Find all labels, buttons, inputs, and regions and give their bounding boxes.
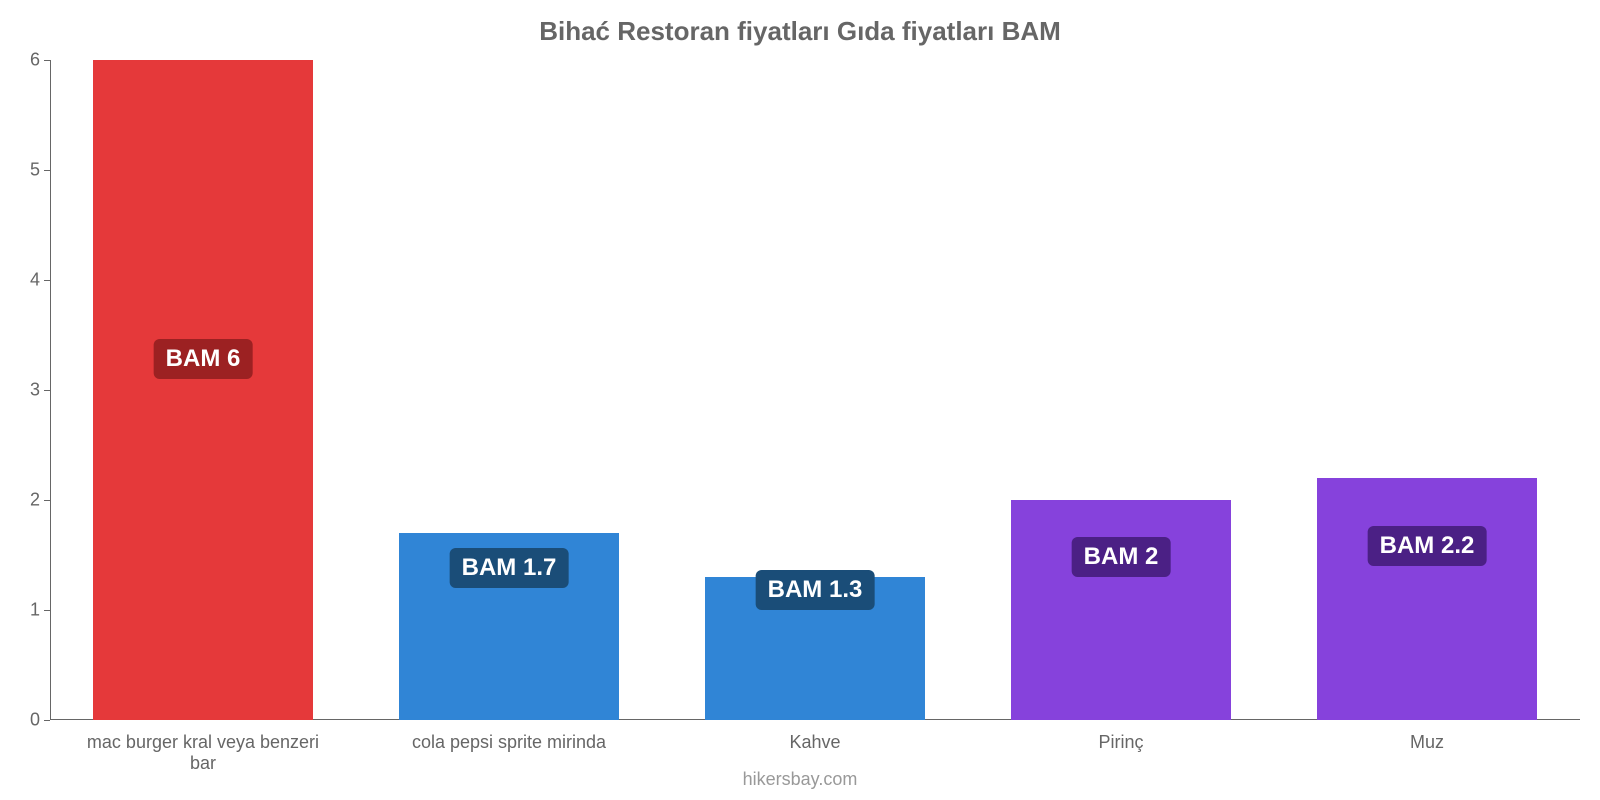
bar bbox=[93, 60, 313, 720]
bar-group: BAM 1.3Kahve bbox=[705, 60, 925, 720]
y-tick-label: 2 bbox=[10, 490, 40, 511]
chart-title: Bihać Restoran fiyatları Gıda fiyatları … bbox=[0, 16, 1600, 47]
bar bbox=[1317, 478, 1537, 720]
x-tick-label: Muz bbox=[1297, 732, 1557, 753]
bar bbox=[1011, 500, 1231, 720]
bar-group: BAM 6mac burger kral veya benzeri bar bbox=[93, 60, 313, 720]
value-badge: BAM 2 bbox=[1072, 537, 1171, 577]
bar-group: BAM 2.2Muz bbox=[1317, 60, 1537, 720]
y-tick-label: 4 bbox=[10, 270, 40, 291]
price-bar-chart: Bihać Restoran fiyatları Gıda fiyatları … bbox=[0, 0, 1600, 800]
bar-group: BAM 2Pirinç bbox=[1011, 60, 1231, 720]
y-tick-label: 0 bbox=[10, 710, 40, 731]
y-tick-label: 3 bbox=[10, 380, 40, 401]
x-tick-label: Pirinç bbox=[991, 732, 1251, 753]
bars-container: BAM 6mac burger kral veya benzeri barBAM… bbox=[50, 60, 1580, 720]
y-tick-label: 5 bbox=[10, 160, 40, 181]
value-badge: BAM 2.2 bbox=[1368, 526, 1487, 566]
bar-group: BAM 1.7cola pepsi sprite mirinda bbox=[399, 60, 619, 720]
plot-area: 0123456 BAM 6mac burger kral veya benzer… bbox=[50, 60, 1580, 720]
x-tick-label: Kahve bbox=[685, 732, 945, 753]
value-badge: BAM 6 bbox=[154, 339, 253, 379]
y-tick bbox=[44, 720, 50, 721]
x-tick-label: mac burger kral veya benzeri bar bbox=[73, 732, 333, 774]
value-badge: BAM 1.3 bbox=[756, 570, 875, 610]
y-tick-label: 1 bbox=[10, 600, 40, 621]
value-badge: BAM 1.7 bbox=[450, 548, 569, 588]
chart-footer: hikersbay.com bbox=[0, 769, 1600, 790]
x-tick-label: cola pepsi sprite mirinda bbox=[379, 732, 639, 753]
y-tick-label: 6 bbox=[10, 50, 40, 71]
